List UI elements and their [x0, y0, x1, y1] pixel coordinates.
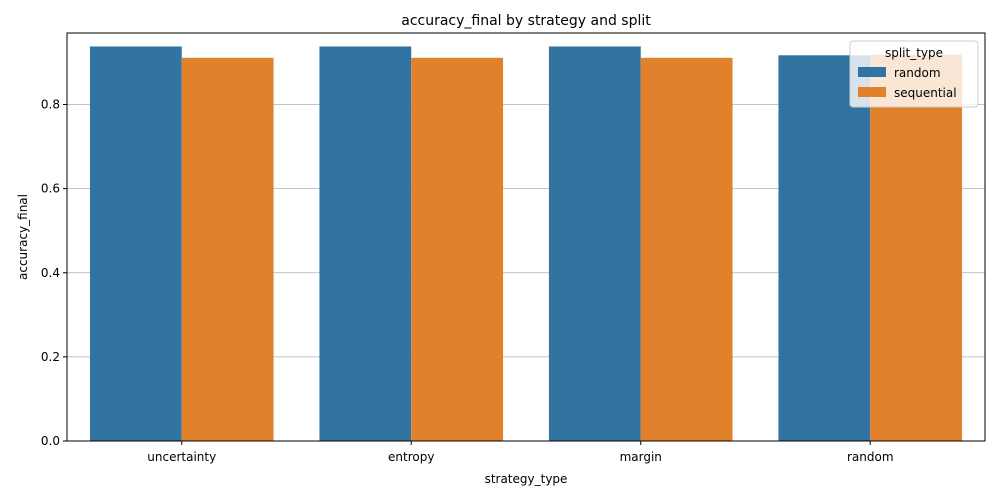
bars — [89, 46, 963, 442]
bar-sequential-random — [870, 54, 963, 442]
bar-sequential-uncertainty — [181, 57, 274, 441]
chart-title: accuracy_final by strategy and split — [401, 13, 651, 29]
x-tick-label: margin — [620, 450, 662, 464]
x-tick-label: uncertainty — [147, 450, 216, 464]
legend-label-random: random — [894, 66, 941, 80]
y-tick-label: 0.2 — [41, 350, 60, 364]
bar-random-uncertainty — [89, 46, 182, 442]
bar-random-entropy — [319, 46, 412, 442]
y-axis-label: accuracy_final — [16, 194, 30, 280]
legend-swatch-sequential — [858, 87, 886, 97]
x-tick-label: random — [847, 450, 894, 464]
x-axis-ticks: uncertainty entropy margin random — [147, 441, 894, 464]
y-tick-label: 0.4 — [41, 266, 60, 280]
legend: split_type random sequential — [849, 40, 979, 108]
x-tick-label: entropy — [388, 450, 434, 464]
bar-random-random — [778, 55, 871, 441]
legend-items: random sequential — [858, 66, 957, 100]
y-tick-label: 0.8 — [41, 98, 60, 112]
y-tick-label: 0.6 — [41, 182, 60, 196]
legend-title: split_type — [885, 46, 943, 60]
bar-random-margin — [548, 46, 641, 442]
plot-frame — [66, 32, 986, 442]
x-axis-label: strategy_type — [485, 472, 568, 486]
bar-sequential-entropy — [411, 57, 504, 441]
bar-sequential-margin — [640, 57, 733, 441]
legend-label-sequential: sequential — [894, 86, 957, 100]
legend-swatch-random — [858, 67, 886, 77]
y-axis-ticks: 0.0 0.2 0.4 0.6 0.8 — [41, 98, 67, 448]
y-tick-label: 0.0 — [41, 434, 60, 448]
